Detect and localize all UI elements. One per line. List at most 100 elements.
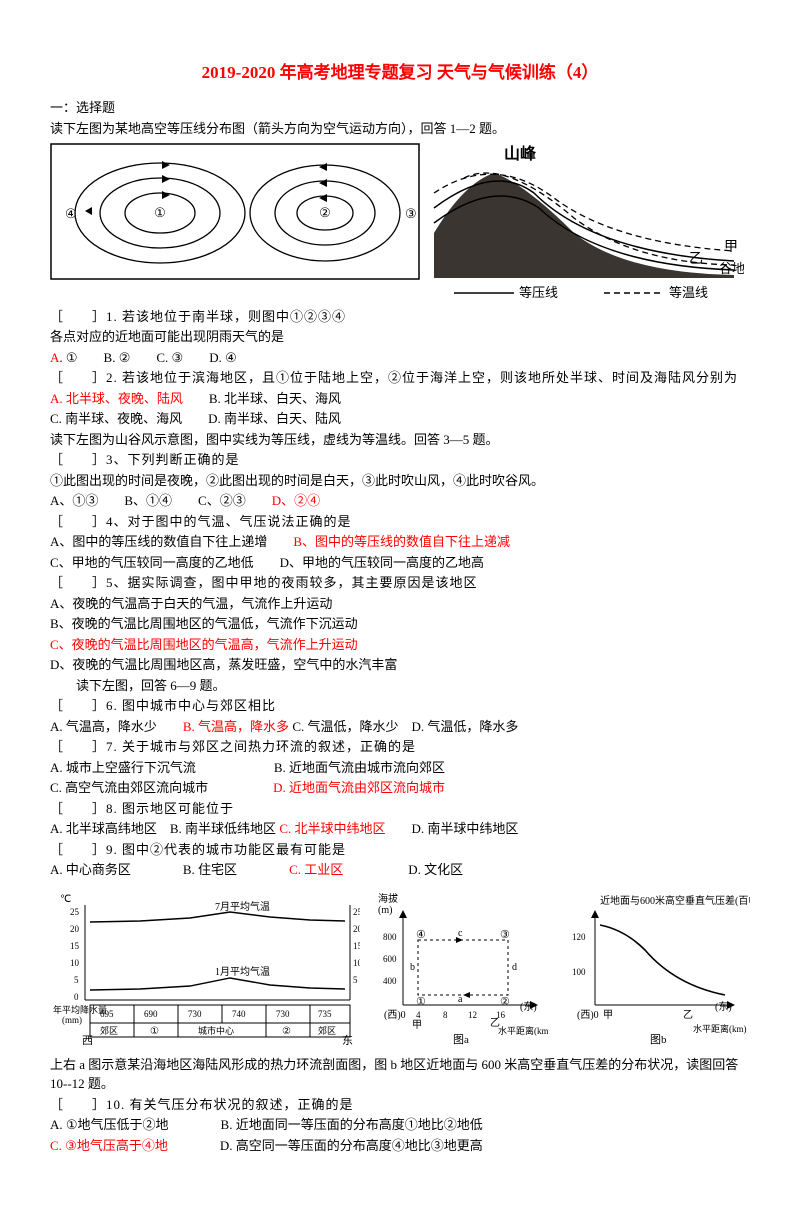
figure-mountain: 山峰 乙 甲 谷地 等压线 等温线 <box>424 143 750 303</box>
q5: ［ ］5、据实际调查，图中甲地的夜雨较多，其主要原因是该地区 <box>50 573 750 593</box>
svg-text:c: c <box>458 928 463 939</box>
q1-line2: 各点对应的近地面可能出现阴雨天气的是 <box>50 327 750 347</box>
svg-text:10: 10 <box>353 958 360 968</box>
svg-text:甲: 甲 <box>603 1010 613 1021</box>
svg-text:690: 690 <box>144 1009 158 1019</box>
svg-text:5: 5 <box>353 975 358 985</box>
svg-text:695: 695 <box>100 1009 114 1019</box>
svg-text:7月平均气温: 7月平均气温 <box>215 900 270 913</box>
q6-opts: A. 气温高，降水少 B. 气温高，降水多 C. 气温低，降水少 D. 气温低，… <box>50 717 750 737</box>
svg-text:(m): (m) <box>378 905 392 916</box>
q5-optD: D、夜晚的气温比周围地区高，蒸发旺盛，空气中的水汽丰富 <box>50 655 750 675</box>
svg-text:20: 20 <box>353 924 360 934</box>
svg-text:①: ① <box>150 1026 159 1037</box>
q4-optAB: A、图中的等压线的数值自下往上递增 B、图中的等压线的数值自下往上递减 <box>50 532 750 552</box>
svg-text:东: 东 <box>342 1034 353 1045</box>
svg-text:年平均降水量: 年平均降水量 <box>53 1004 107 1015</box>
svg-text:a: a <box>458 994 463 1005</box>
svg-text:730: 730 <box>188 1009 202 1019</box>
figure-city-temp: ℃ 25 20 15 10 5 0 25 20 15 10 5 7月平均气温 1… <box>50 890 360 1045</box>
svg-text:800: 800 <box>383 932 397 942</box>
svg-text:等温线: 等温线 <box>669 285 708 300</box>
figure-isobar: ① ④ ② ③ <box>50 143 420 303</box>
svg-text:15: 15 <box>353 941 360 951</box>
svg-text:(西)0: (西)0 <box>577 1010 599 1021</box>
svg-text:谷地: 谷地 <box>719 261 744 276</box>
svg-text:15: 15 <box>70 941 80 951</box>
intro-4: 上右 a 图示意某沿海地区海陆风形成的热力环流剖面图，图 b 地区近地面与 60… <box>50 1055 750 1094</box>
svg-text:山峰: 山峰 <box>504 144 537 163</box>
svg-text:10: 10 <box>70 958 80 968</box>
q9-opts: A. 中心商务区 B. 住宅区 C. 工业区 D. 文化区 <box>50 860 750 880</box>
svg-text:西: 西 <box>82 1035 93 1045</box>
intro-2: 读下左图为山谷风示意图，图中实线为等压线，虚线为等温线。回答 3—5 题。 <box>50 430 750 450</box>
svg-text:735: 735 <box>318 1009 332 1019</box>
q8-opts: A. 北半球高纬地区 B. 南半球低纬地区 C. 北半球中纬地区 D. 南半球中… <box>50 819 750 839</box>
svg-text:②: ② <box>282 1026 291 1037</box>
figure-row-1: ① ④ ② ③ 山峰 乙 甲 <box>50 143 750 303</box>
intro-3: 读下左图，回答 6—9 题。 <box>50 676 750 696</box>
figure-row-2: ℃ 25 20 15 10 5 0 25 20 15 10 5 7月平均气温 1… <box>50 890 750 1045</box>
svg-text:乙: 乙 <box>683 1009 693 1021</box>
q2-optCD: C. 南半球、夜晚、海风 D. 南半球、白天、陆风 <box>50 409 750 429</box>
q4: ［ ］4、对于图中的气温、气压说法正确的是 <box>50 512 750 532</box>
q4-optCD: C、甲地的气压较同一高度的乙地低 D、甲地的气压较同一高度的乙地高 <box>50 553 750 573</box>
svg-text:乙: 乙 <box>689 251 703 267</box>
svg-text:(mm): (mm) <box>62 1015 82 1025</box>
svg-text:水平距离(km): 水平距离(km) <box>498 1025 548 1036</box>
svg-text:740: 740 <box>232 1009 246 1019</box>
svg-text:1月平均气温: 1月平均气温 <box>215 965 270 978</box>
svg-text:12: 12 <box>468 1010 477 1020</box>
svg-text:甲: 甲 <box>412 1020 422 1031</box>
intro-1: 读下左图为某地高空等压线分布图（箭头方向为空气运动方向），回答 1—2 题。 <box>50 119 750 139</box>
svg-text:水平距离(km): 水平距离(km) <box>693 1023 747 1034</box>
svg-text:(西)0: (西)0 <box>384 1010 406 1021</box>
svg-text:①: ① <box>154 205 166 220</box>
svg-text:℃: ℃ <box>60 894 71 905</box>
svg-text:④: ④ <box>416 929 426 941</box>
svg-text:③: ③ <box>405 206 417 221</box>
svg-text:(东): (东) <box>520 1000 537 1013</box>
svg-text:城市中心: 城市中心 <box>198 1025 234 1036</box>
svg-text:郊区: 郊区 <box>100 1025 118 1036</box>
svg-text:5: 5 <box>74 975 79 985</box>
svg-text:120: 120 <box>572 932 586 942</box>
svg-text:0: 0 <box>74 992 79 1002</box>
svg-text:8: 8 <box>443 1010 448 1020</box>
svg-text:25: 25 <box>353 907 360 917</box>
svg-text:等压线: 等压线 <box>519 285 558 300</box>
q3-opts: A、①③ B、①④ C、②③ D、②④ <box>50 491 750 511</box>
svg-text:4: 4 <box>416 1010 421 1020</box>
q1-line1: ［ ］1. 若该地位于南半球，则图中①②③④ <box>50 307 750 327</box>
q6: ［ ］6. 图中城市中心与郊区相比 <box>50 696 750 716</box>
svg-text:25: 25 <box>70 907 80 917</box>
q7-optCD: C. 高空气流由郊区流向城市 D. 近地面气流由郊区流向城市 <box>50 778 750 798</box>
svg-text:400: 400 <box>383 976 397 986</box>
svg-text:(东): (东) <box>715 1000 732 1013</box>
svg-text:图b: 图b <box>650 1033 667 1045</box>
svg-text:近地面与600米高空垂直气压差(百帕): 近地面与600米高空垂直气压差(百帕) <box>600 894 750 907</box>
q5-optA: A、夜晚的气温高于白天的气温，气流作上升运动 <box>50 594 750 614</box>
q9: ［ ］9. 图中②代表的城市功能区最有可能是 <box>50 840 750 860</box>
svg-text:①: ① <box>416 996 426 1008</box>
q3-line2: ①此图出现的时间是夜晚，②此图出现的时间是白天，③此时吹山风，④此时吹谷风。 <box>50 471 750 491</box>
q10-optCD: C. ③地气压高于④地 D. 高空同一等压面的分布高度④地比③地更高 <box>50 1136 750 1156</box>
svg-text:③: ③ <box>500 929 510 941</box>
svg-text:海拔: 海拔 <box>378 892 398 905</box>
svg-text:②: ② <box>319 205 331 220</box>
svg-text:甲: 甲 <box>724 240 738 255</box>
page-title: 2019-2020 年高考地理专题复习 天气与气候训练（4） <box>50 60 750 86</box>
q3: ［ ］3、下列判断正确的是 <box>50 450 750 470</box>
q7-optAB: A. 城市上空盛行下沉气流 B. 近地面气流由城市流向郊区 <box>50 758 750 778</box>
q2: ［ ］2. 若该地位于滨海地区，且①位于陆地上空，②位于海洋上空，则该地所处半球… <box>50 368 750 388</box>
svg-text:郊区: 郊区 <box>318 1025 336 1036</box>
q5-optC: C、夜晚的气温比周围地区的气温高，气流作上升运动 <box>50 635 750 655</box>
svg-text:d: d <box>512 962 517 973</box>
figure-a: 海拔 (m) 800 600 400 ④ ③ ① ② c b d a (西)0 … <box>368 890 548 1045</box>
q2-optA: A. 北半球、夜晚、陆风 B. 北半球、白天、海风 <box>50 389 750 409</box>
svg-text:图a: 图a <box>453 1033 469 1045</box>
q10: ［ ］10. 有关气压分布状况的叙述，正确的是 <box>50 1095 750 1115</box>
svg-text:100: 100 <box>572 967 586 977</box>
section-1-header: 一：选择题 <box>50 98 750 118</box>
svg-text:②: ② <box>500 996 510 1008</box>
